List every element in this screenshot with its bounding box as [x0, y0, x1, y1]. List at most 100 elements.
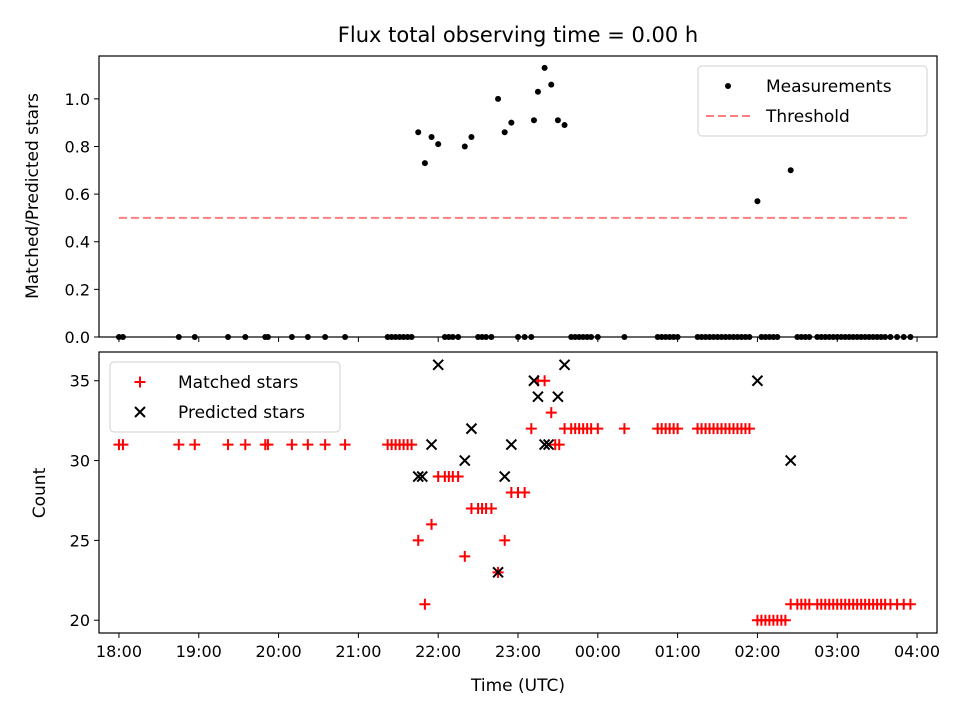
- matched-star-point: [539, 375, 551, 387]
- matched-star-point: [419, 598, 431, 610]
- bottom-y-tick-label: 35: [70, 372, 90, 391]
- measurement-point: [175, 334, 182, 340]
- bottom-x-tick-label: 01:00: [655, 642, 701, 661]
- predicted-star-point: [552, 390, 564, 403]
- top-y-tick-label: 0.4: [65, 233, 90, 252]
- measurement-point: [242, 334, 249, 340]
- predicted-star-point: [784, 454, 797, 467]
- legend-marker-plus: [134, 376, 146, 388]
- measurement-point: [894, 334, 901, 340]
- matched-star-point: [117, 439, 129, 451]
- legend-label: Measurements: [766, 77, 892, 97]
- top-y-axis-label: Matched/Predicted stars: [23, 93, 43, 299]
- predicted-star-point: [538, 438, 551, 451]
- series-measurements: [115, 64, 914, 340]
- bottom-y-tick-label: 25: [70, 531, 90, 550]
- measurement-point: [887, 334, 894, 340]
- measurement-point: [455, 334, 462, 340]
- legend-marker-dot: [725, 83, 731, 89]
- matched-star-point: [743, 423, 755, 435]
- measurement-point: [594, 334, 601, 340]
- matched-star-point: [672, 423, 684, 435]
- measurement-point: [342, 334, 349, 340]
- legend-label: Threshold: [765, 107, 850, 127]
- top-plot-area: 0.0 0.2 0.4 0.6 0.8 1.0 Measurements Threshold: [65, 55, 938, 347]
- predicted-star-point: [532, 390, 544, 403]
- predicted-star-point: [528, 375, 540, 387]
- matched-star-point: [499, 534, 511, 546]
- predicted-star-point: [492, 566, 504, 579]
- bottom-x-tick-label: 19:00: [176, 642, 222, 661]
- bottom-x-tick-label: 21:00: [335, 642, 381, 661]
- measurement-point: [882, 334, 889, 340]
- predicted-star-point: [432, 359, 444, 371]
- bottom-y-tick-label: 30: [70, 452, 90, 471]
- matched-star-point: [262, 439, 274, 451]
- predicted-star-point: [459, 454, 471, 467]
- matched-star-point: [452, 471, 464, 483]
- matched-star-point: [904, 598, 916, 610]
- measurement-point: [787, 167, 794, 174]
- measurement-point: [304, 334, 311, 340]
- bottom-x-tick-label: 22:00: [415, 642, 461, 661]
- measurement-point: [421, 160, 428, 167]
- legend-label: Predicted stars: [178, 403, 305, 423]
- bottom-plot-area: 20 25 30 35 18:00 19:00 20:00 21:00 22:00 23:00 00…: [70, 351, 940, 661]
- measurement-point: [483, 334, 490, 340]
- bottom-x-tick-label: 18:00: [96, 642, 142, 661]
- measurement-point: [461, 143, 468, 150]
- predicted-star-point: [751, 375, 764, 387]
- measurement-point: [806, 334, 813, 340]
- bottom-legend-box: [109, 361, 341, 433]
- measurement-point: [468, 133, 475, 140]
- matched-star-point: [525, 423, 537, 435]
- measurement-point: [119, 334, 126, 340]
- predicted-star-point: [425, 438, 438, 451]
- measurement-point: [754, 198, 761, 205]
- matched-star-point: [426, 518, 438, 530]
- measurement-point: [554, 117, 561, 124]
- measurement-point: [488, 334, 495, 340]
- x-axis-label: Time (UTC): [470, 676, 565, 696]
- bottom-x-tick-label: 00:00: [575, 642, 621, 661]
- predicted-star-point: [558, 359, 571, 371]
- measurement-point: [415, 129, 422, 136]
- bottom-x-tick-label: 04:00: [894, 642, 940, 661]
- measurement-point: [449, 334, 456, 340]
- matched-star-point: [592, 423, 604, 435]
- measurement-point: [774, 334, 781, 340]
- measurement-point: [288, 334, 295, 340]
- top-y-tick-label: 0.0: [65, 328, 90, 347]
- matched-star-point: [319, 439, 331, 451]
- bottom-x-tick-label: 02:00: [734, 642, 780, 661]
- series-predicted-stars: [412, 359, 797, 579]
- matched-star-point: [412, 534, 424, 546]
- top-y-tick-label: 0.6: [65, 185, 90, 204]
- measurement-point: [515, 334, 521, 340]
- matched-star-point: [239, 439, 251, 451]
- predicted-star-point: [505, 438, 518, 451]
- measurement-point: [501, 129, 508, 136]
- measurement-point: [495, 95, 502, 102]
- measurement-point: [408, 334, 415, 340]
- measurement-point: [225, 334, 232, 340]
- measurement-point: [561, 122, 568, 129]
- matched-star-point: [339, 439, 351, 451]
- measurement-point: [530, 117, 537, 124]
- matched-star-point: [618, 423, 630, 435]
- top-legend-box: [697, 65, 928, 137]
- measurement-point: [548, 81, 555, 88]
- bottom-x-tick-label: 23:00: [495, 642, 541, 661]
- measurement-point: [322, 334, 329, 340]
- measurement-point: [521, 334, 528, 340]
- measurement-point: [907, 334, 914, 340]
- matched-star-point: [222, 439, 234, 451]
- predicted-star-point: [416, 470, 428, 483]
- measurement-point: [621, 334, 628, 340]
- measurement-point: [541, 64, 548, 71]
- series-matched-stars: [113, 375, 916, 626]
- top-chart-title: Flux total observing time = 0.00 h: [338, 23, 698, 47]
- matched-star-point: [459, 550, 471, 562]
- measurement-point: [588, 334, 595, 340]
